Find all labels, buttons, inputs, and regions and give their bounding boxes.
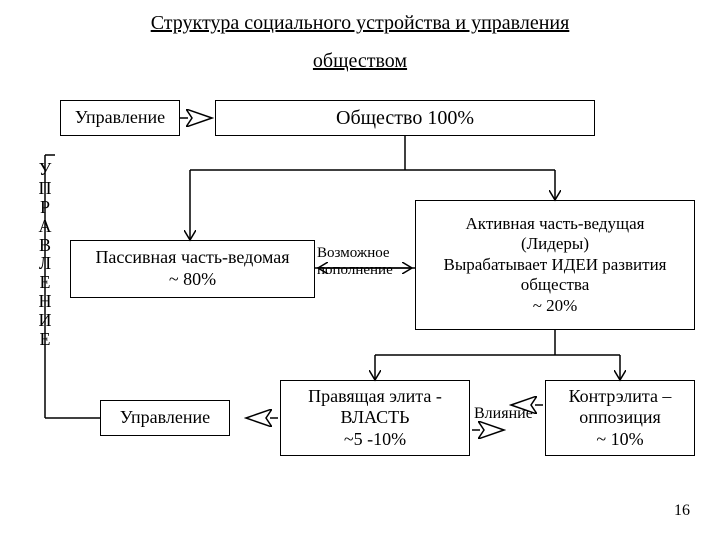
vertical-label-upravlenie: УПРАВЛЕНИЕ (36, 160, 54, 349)
title-line1: Структура социального устройства и управ… (100, 12, 620, 35)
title-line2: обществом (100, 50, 620, 73)
node-passive: Пассивная часть-ведомая~ 80% (70, 240, 315, 298)
node-elite: Правящая элита -ВЛАСТЬ~5 -10% (280, 380, 470, 456)
label-vliyanie: Влияние (474, 405, 533, 423)
page-number: 16 (674, 502, 690, 520)
node-counter-text: Контрэлита –оппозиция~ 10% (569, 386, 672, 451)
node-upravlenie-bottom: Управление (100, 400, 230, 436)
node-upravlenie-top: Управление (60, 100, 180, 136)
node-society: Общество 100% (215, 100, 595, 136)
node-passive-text: Пассивная часть-ведомая~ 80% (95, 247, 289, 290)
label-replenish: Возможноепополнение (317, 245, 393, 278)
node-active-text: Активная часть-ведущая(Лидеры)Вырабатыва… (443, 214, 666, 316)
node-active: Активная часть-ведущая(Лидеры)Вырабатыва… (415, 200, 695, 330)
node-counter: Контрэлита –оппозиция~ 10% (545, 380, 695, 456)
node-elite-text: Правящая элита -ВЛАСТЬ~5 -10% (308, 386, 442, 451)
